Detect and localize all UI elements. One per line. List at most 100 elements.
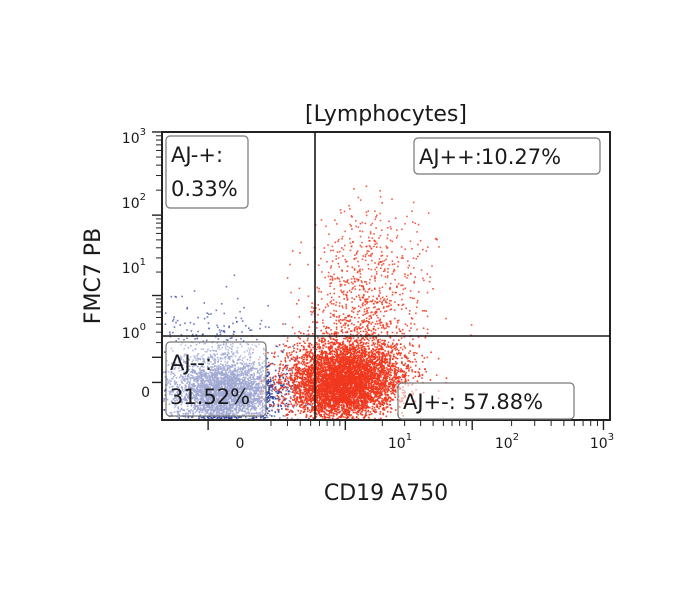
event-dot <box>284 377 287 380</box>
event-dot <box>299 349 301 351</box>
event-dot <box>334 365 336 367</box>
event-dot <box>361 341 363 343</box>
event-dot <box>336 360 339 362</box>
event-dot <box>270 389 272 391</box>
event-dot <box>292 350 295 352</box>
event-dot <box>271 390 273 392</box>
event-dot <box>371 363 374 366</box>
event-dot <box>240 337 242 340</box>
event-dot <box>300 332 302 334</box>
event-dot <box>296 367 299 370</box>
event-dot <box>335 322 338 325</box>
event-dot <box>250 329 253 331</box>
event-dot <box>379 341 381 344</box>
event-dot <box>385 377 388 379</box>
event-dot <box>223 416 225 418</box>
event-dot <box>289 369 291 372</box>
event-dot <box>269 405 271 408</box>
event-dot <box>312 355 314 357</box>
event-dot <box>223 312 225 315</box>
event-dot <box>302 348 305 351</box>
event-dot <box>359 408 361 411</box>
event-dot <box>297 392 300 395</box>
event-dot <box>164 312 167 314</box>
event-dot <box>229 337 232 340</box>
event-dot <box>174 295 177 298</box>
event-dot <box>267 371 269 374</box>
event-dot <box>337 411 339 414</box>
event-dot <box>280 395 283 397</box>
event-dot <box>326 393 329 395</box>
event-dot <box>207 313 210 315</box>
event-dot <box>381 347 384 349</box>
event-dot <box>163 400 165 402</box>
event-dot <box>211 417 214 420</box>
event-dot <box>180 334 183 336</box>
event-dot <box>366 367 369 369</box>
event-dot <box>248 327 250 329</box>
event-dot <box>271 392 273 395</box>
event-dot <box>392 376 394 379</box>
event-dot <box>378 377 381 380</box>
event-dot <box>343 369 345 372</box>
event-dot <box>286 372 288 375</box>
event-dot <box>303 362 305 364</box>
event-dot <box>297 368 299 371</box>
event-dot <box>371 354 374 356</box>
event-dot <box>267 374 269 377</box>
event-dot <box>231 337 233 339</box>
event-dot <box>347 390 350 393</box>
event-dot <box>202 416 205 418</box>
event-dot <box>266 357 269 360</box>
event-dot <box>195 334 198 336</box>
event-dot <box>298 362 300 364</box>
event-dot <box>332 343 335 346</box>
event-dot <box>382 408 384 411</box>
event-dot <box>284 373 287 376</box>
event-dot <box>267 379 270 381</box>
event-dot <box>344 363 346 365</box>
event-dot <box>269 376 272 379</box>
event-dot <box>320 389 323 391</box>
event-dot <box>393 367 396 370</box>
event-dot <box>255 416 257 418</box>
event-dot <box>228 326 230 329</box>
event-dot <box>301 391 303 394</box>
event-dot <box>323 325 325 328</box>
event-dot <box>227 416 230 419</box>
event-dot <box>371 407 373 410</box>
event-dot <box>404 362 407 365</box>
event-dot <box>260 319 263 322</box>
event-dot <box>287 390 290 393</box>
event-dot <box>379 391 381 393</box>
event-dot <box>286 340 289 342</box>
event-dot <box>401 357 403 359</box>
event-dot <box>310 385 313 388</box>
event-dot <box>382 381 385 383</box>
event-dot <box>184 416 187 418</box>
event-dot <box>233 331 236 333</box>
event-dot <box>284 405 287 408</box>
event-dot <box>364 348 366 350</box>
event-dot <box>187 417 190 419</box>
event-dot <box>380 385 382 388</box>
event-dot <box>288 399 291 402</box>
event-dot <box>363 349 365 352</box>
event-dot <box>290 353 293 356</box>
event-dot <box>376 386 378 388</box>
event-dot <box>163 409 166 411</box>
event-dot <box>394 390 397 392</box>
event-dot <box>374 395 376 398</box>
event-dot <box>292 345 294 348</box>
event-dot <box>193 290 196 292</box>
event-dot <box>390 387 392 390</box>
event-dot <box>259 327 261 330</box>
event-dot <box>272 377 274 379</box>
event-dot <box>299 397 301 400</box>
event-dot <box>266 391 268 393</box>
event-dot <box>281 408 283 410</box>
event-dot <box>203 317 206 320</box>
event-dot <box>218 329 221 331</box>
event-dot <box>186 337 188 339</box>
event-dot <box>332 338 334 340</box>
